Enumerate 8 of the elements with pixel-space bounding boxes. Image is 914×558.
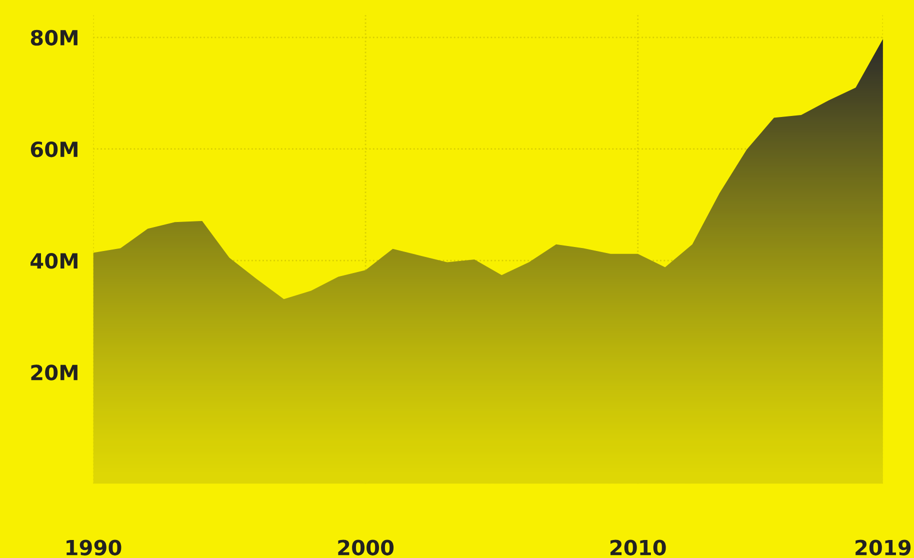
y-tick-label: 40M <box>30 253 78 269</box>
y-tick-label: 60M <box>30 141 78 158</box>
x-tick-label: 2000 <box>338 540 394 556</box>
x-tick-label: 2019 <box>856 540 911 556</box>
y-tick-label: 80M <box>30 30 78 46</box>
y-tick-label: 20M <box>31 364 78 380</box>
x-tick-label: 1990 <box>66 540 122 556</box>
x-tick-label: 2010 <box>610 540 666 556</box>
